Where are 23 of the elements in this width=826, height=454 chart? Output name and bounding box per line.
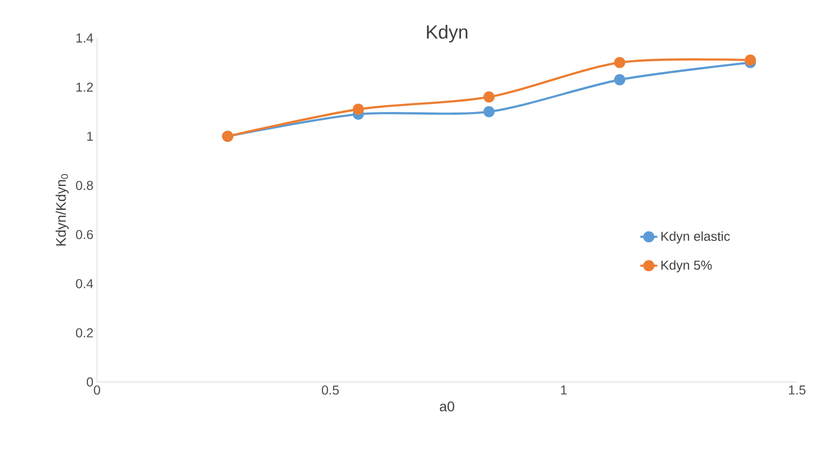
x-tick-label: 1: [561, 386, 567, 394]
y-tick-label: 1.2: [76, 82, 93, 92]
point: [614, 56, 626, 68]
y-tick-label: 0.6: [76, 230, 93, 240]
y-tick-label: 1.4: [76, 34, 94, 42]
x-tick-label: 1.5: [788, 386, 806, 395]
y-tick-label: 1: [87, 132, 93, 141]
chart-title: Kdyn: [426, 24, 468, 42]
point: [352, 104, 364, 115]
legend-label: Kdyn 5%: [661, 260, 712, 272]
legend-label: Kdyn elastic: [661, 231, 730, 244]
y-axis-title: Kdyn/Kdyn$_{0}$: [56, 174, 69, 246]
y-tick-label: 0.2: [76, 328, 93, 338]
point: [483, 91, 495, 103]
y-tick-label: 0.8: [76, 180, 93, 190]
point: [744, 54, 756, 66]
point: [614, 74, 626, 86]
point: [483, 106, 495, 118]
y-tick-label: 0: [86, 377, 93, 387]
x-tick-label: 0.5: [322, 386, 339, 395]
x-tick-label: 0: [94, 386, 100, 395]
x-axis-title: a0: [440, 402, 454, 412]
y-tick-label: 0.4: [76, 279, 94, 288]
